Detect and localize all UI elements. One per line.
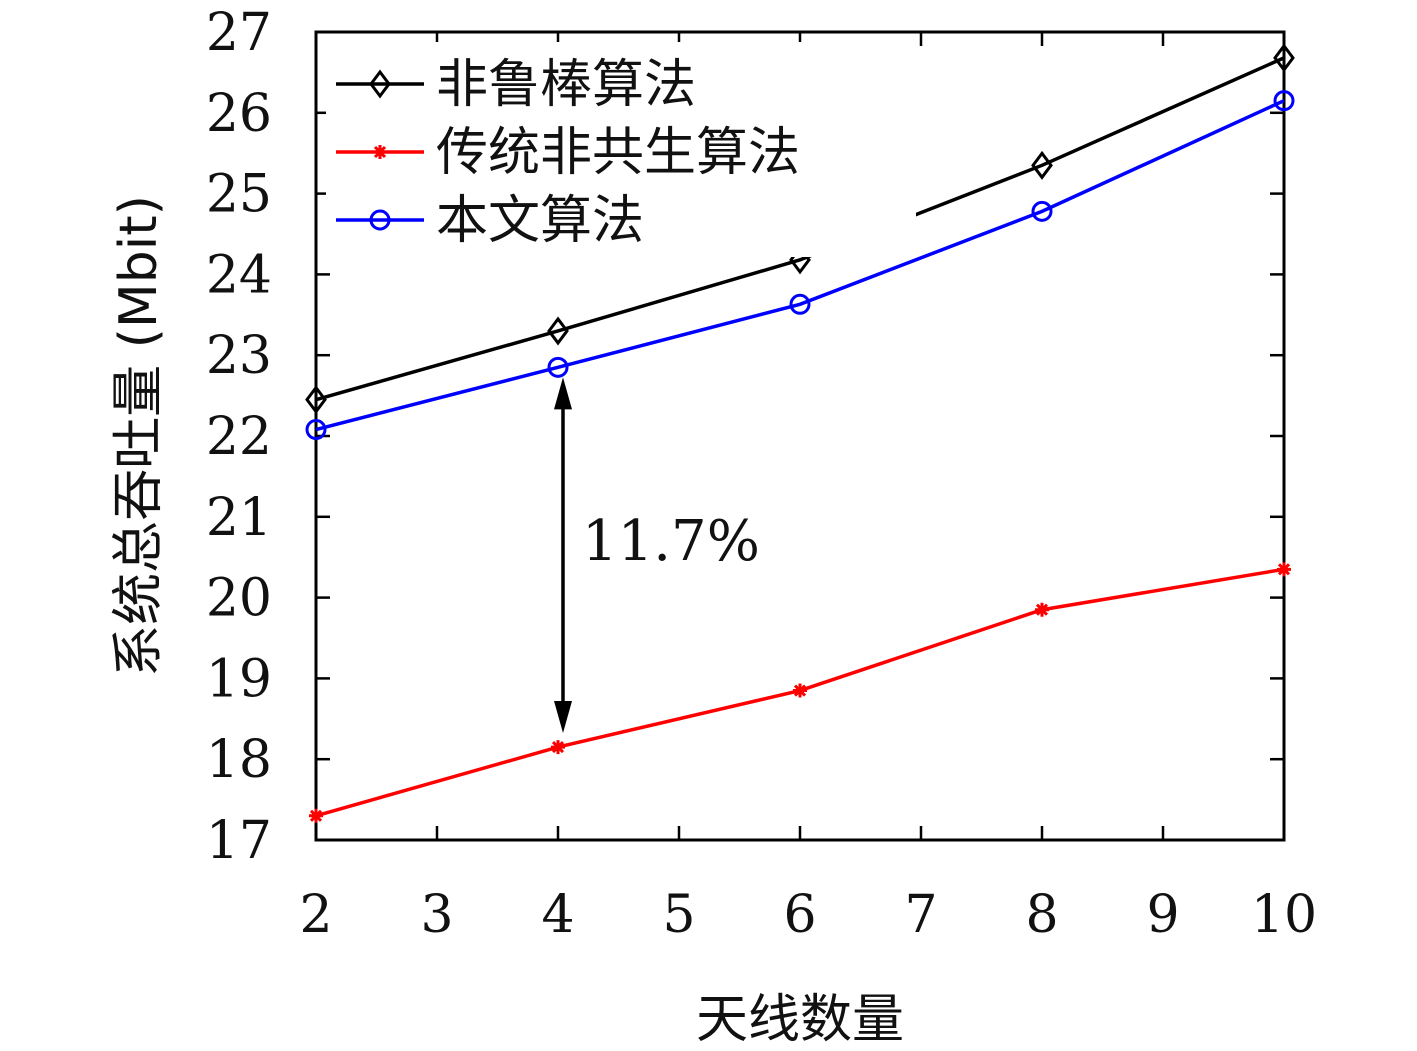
y-tick-label: 19 [206,649,272,709]
x-tick-label: 2 [299,885,332,945]
y-tick-label: 21 [206,488,272,548]
x-tick-label: 8 [1025,885,1058,945]
y-tick-label: 22 [206,407,272,467]
series-2 [309,562,1291,823]
data-point [309,808,323,823]
y-tick-label: 20 [206,569,272,629]
annotation-arrowhead-top [554,377,572,410]
legend-label: 本文算法 [436,191,644,251]
legend-marker [369,209,391,231]
legend-bg [326,42,916,257]
x-tick-labels: 2 3 4 5 6 7 8 9 10 [299,885,1317,945]
data-point [1273,90,1295,112]
data-point [1277,562,1291,577]
x-tick-label: 10 [1251,885,1317,945]
data-point [1273,43,1295,73]
y-tick-label: 18 [206,730,272,790]
y-tick-label: 23 [206,326,272,386]
data-point [551,740,565,755]
data-point [547,356,569,378]
data-point [793,683,807,698]
y-tick-label: 17 [206,811,272,871]
y-tick-label: 27 [206,3,272,63]
legend-marker [369,69,391,99]
x-tick-label: 6 [783,885,816,945]
annotation-label: 11.7% [582,509,760,574]
data-point [305,419,327,441]
x-tick-label: 4 [541,885,574,945]
data-point [305,385,327,415]
x-tick-label: 3 [420,885,453,945]
data-point [1031,200,1053,222]
y-tick-labels: 17 18 19 20 21 22 23 24 25 26 27 [206,3,272,871]
x-tick-label: 7 [904,885,937,945]
x-tick-label: 5 [662,885,695,945]
series-3 [305,90,1295,441]
legend-label: 传统非共生算法 [436,123,800,183]
series-line [315,99,1285,432]
series-line [315,56,1285,402]
y-tick-label: 26 [206,84,272,144]
legend-label: 非鲁棒算法 [436,55,696,115]
legend-marker [373,145,387,159]
y-axis-label: 系统总吞吐量 (Mbit) [109,195,169,677]
annotation: 11.7% [554,377,760,733]
x-axis-label: 天线数量 [696,990,904,1050]
data-point [789,293,811,315]
annotation-arrowhead-bottom [554,701,572,733]
series-layer [305,43,1295,823]
data-point [1031,150,1053,180]
x-tick-label: 9 [1146,885,1179,945]
y-tick-label: 25 [206,165,272,225]
y-tick-label: 24 [206,245,272,305]
data-point [547,316,569,346]
data-point [1035,602,1049,617]
